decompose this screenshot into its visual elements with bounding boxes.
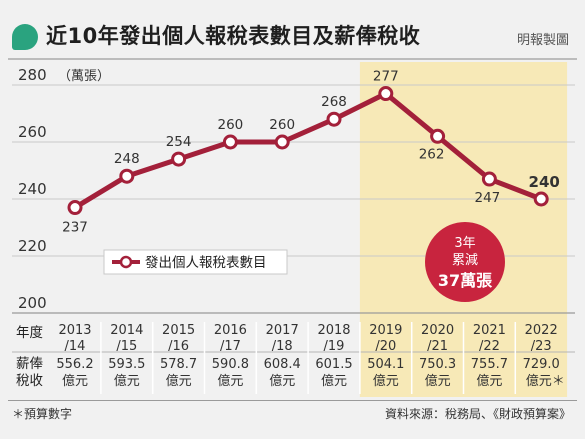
tax-unit: 億元 bbox=[476, 373, 502, 389]
x-tick-label: /17 bbox=[220, 339, 241, 354]
data-label: 237 bbox=[62, 220, 88, 236]
table-row-header-tax: 薪俸 bbox=[16, 356, 43, 372]
series-line bbox=[73, 91, 543, 210]
x-tick-label: 2020 bbox=[421, 323, 454, 338]
data-point bbox=[67, 200, 83, 216]
tax-value: 556.2 bbox=[56, 357, 93, 372]
x-tick-label: /19 bbox=[324, 339, 345, 354]
data-point bbox=[533, 191, 549, 207]
tax-unit: 億元＊ bbox=[526, 373, 565, 389]
x-tick-label: 2015 bbox=[162, 323, 195, 338]
x-tick-label: 2016 bbox=[214, 323, 247, 338]
data-point bbox=[274, 134, 290, 150]
y-tick-label: 200 bbox=[18, 294, 47, 312]
annotation-text: 37萬張 bbox=[438, 271, 493, 290]
tax-value: 729.0 bbox=[523, 357, 560, 372]
data-label: 260 bbox=[269, 117, 295, 133]
tax-unit: 億元 bbox=[321, 373, 347, 389]
tax-unit: 億元 bbox=[217, 373, 243, 389]
annotation-circle bbox=[425, 222, 505, 302]
x-tick-label: 2014 bbox=[110, 323, 143, 338]
chart-title: 近10年發出個人報稅表數目及薪俸稅收 bbox=[46, 24, 421, 48]
y-tick-label: 280 bbox=[18, 66, 47, 84]
x-tick-label: 2013 bbox=[58, 323, 91, 338]
y-tick-label: 260 bbox=[18, 123, 47, 141]
data-point bbox=[119, 168, 135, 184]
brand-credit: 明報製圖 bbox=[516, 33, 569, 48]
line-chart: 200 220 240 260 280 （萬張） 237 248 254 260 260 268 277… bbox=[12, 62, 575, 397]
data-point bbox=[222, 134, 238, 150]
tax-value: 608.4 bbox=[264, 357, 301, 372]
table-row-header-year: 年度 bbox=[16, 325, 43, 341]
y-tick-label: 240 bbox=[18, 180, 47, 198]
x-tick-label: /20 bbox=[375, 339, 396, 354]
x-tick-label: /15 bbox=[116, 339, 137, 354]
data-label: 240 bbox=[529, 173, 560, 191]
data-label: 268 bbox=[321, 94, 347, 110]
x-tick-label: 2018 bbox=[317, 323, 350, 338]
tax-value: 750.3 bbox=[419, 357, 456, 372]
x-tick-label: /16 bbox=[168, 339, 189, 354]
x-tick-label: /21 bbox=[427, 339, 448, 354]
data-label: 277 bbox=[373, 69, 399, 85]
tax-value: 755.7 bbox=[471, 357, 508, 372]
tax-value: 504.1 bbox=[367, 357, 404, 372]
data-label: 262 bbox=[419, 146, 445, 162]
data-point bbox=[430, 128, 446, 144]
data-label: 260 bbox=[218, 117, 244, 133]
legend-marker-swatch bbox=[119, 255, 133, 269]
tax-unit: 億元 bbox=[166, 373, 192, 389]
x-tick-label: 2019 bbox=[369, 323, 402, 338]
footnote-estimate: ＊預算數字 bbox=[12, 407, 73, 421]
speech-bubble-icon bbox=[12, 24, 38, 50]
tax-unit: 億元 bbox=[425, 373, 451, 389]
title-divider bbox=[8, 58, 577, 60]
x-tick-label: /22 bbox=[479, 339, 500, 354]
x-tick-label: /18 bbox=[272, 339, 293, 354]
annotation-text: 累減 bbox=[452, 252, 478, 268]
tax-value: 578.7 bbox=[160, 357, 197, 372]
source-note: 資料來源：稅務局、《財政預算案》 bbox=[384, 407, 571, 421]
data-point bbox=[326, 111, 342, 127]
tax-value: 590.8 bbox=[212, 357, 249, 372]
x-tick-label: /14 bbox=[65, 339, 86, 354]
x-tick-label: 2017 bbox=[266, 323, 299, 338]
data-point bbox=[378, 86, 394, 102]
tax-unit: 億元 bbox=[114, 373, 140, 389]
x-tick-label: 2022 bbox=[525, 323, 558, 338]
data-label: 247 bbox=[475, 190, 501, 206]
tax-unit: 億元 bbox=[373, 373, 399, 389]
tax-value: 593.5 bbox=[108, 357, 145, 372]
data-label: 254 bbox=[166, 134, 192, 150]
footer-divider bbox=[8, 400, 577, 401]
tax-unit: 億元 bbox=[62, 373, 88, 389]
annotation-text: 3年 bbox=[454, 236, 475, 251]
data-point bbox=[481, 171, 497, 187]
tax-value: 601.5 bbox=[315, 357, 352, 372]
tax-unit: 億元 bbox=[269, 373, 295, 389]
legend-label: 發出個人報稅表數目 bbox=[145, 255, 267, 271]
table-row-header-tax: 稅收 bbox=[16, 373, 43, 389]
y-tick-label: 220 bbox=[18, 237, 47, 255]
x-tick-label: 2021 bbox=[473, 323, 506, 338]
data-label: 248 bbox=[114, 151, 140, 167]
x-tick-label: /23 bbox=[531, 339, 552, 354]
data-point bbox=[171, 151, 187, 167]
y-unit-label: （萬張） bbox=[58, 69, 110, 84]
